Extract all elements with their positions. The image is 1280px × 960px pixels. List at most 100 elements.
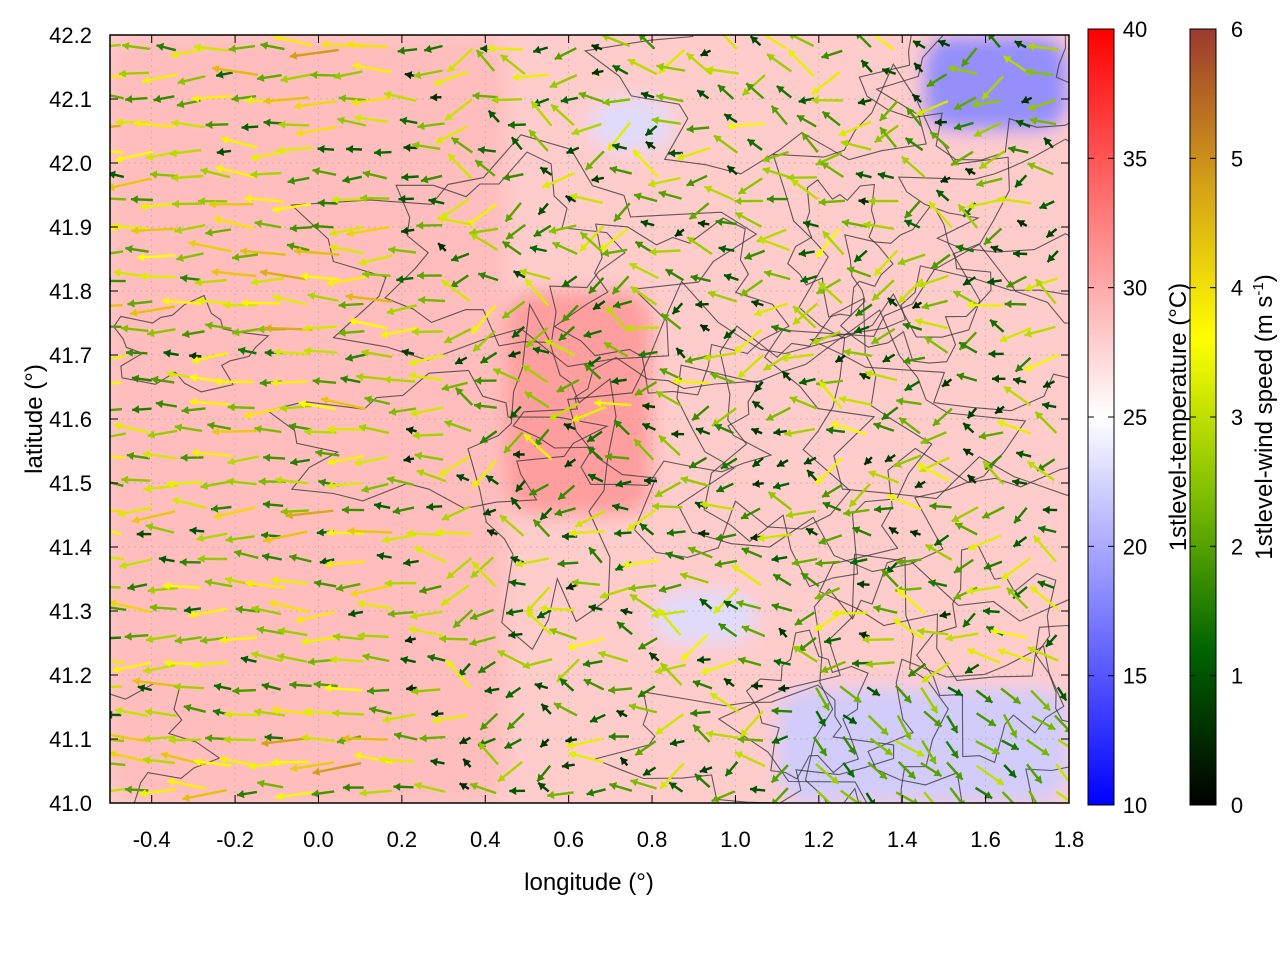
wind-vector bbox=[953, 586, 978, 600]
wind-vector-head bbox=[456, 473, 465, 482]
wind-vector bbox=[651, 116, 681, 125]
wind-vector-head bbox=[715, 533, 724, 542]
wind-vector bbox=[110, 738, 125, 743]
wind-vector bbox=[655, 390, 682, 407]
wind-vector-head bbox=[223, 735, 231, 744]
wind-vector bbox=[441, 505, 471, 521]
wind-vector-head bbox=[741, 547, 750, 555]
wind-vector-head bbox=[881, 412, 890, 420]
wind-vector-head bbox=[819, 747, 827, 756]
wind-vector bbox=[260, 41, 285, 51]
wind-vector-head bbox=[118, 69, 126, 78]
wind-vector-head bbox=[934, 538, 943, 546]
wind-vector bbox=[992, 374, 1006, 383]
wind-vector bbox=[262, 500, 284, 509]
wind-vector-head bbox=[734, 197, 742, 206]
wind-vector-head bbox=[245, 579, 253, 588]
wind-vector-head bbox=[126, 451, 135, 461]
wind-vector bbox=[840, 139, 872, 151]
wind-vector-head bbox=[444, 419, 453, 428]
wind-vector-head bbox=[511, 137, 520, 146]
wind-vector-head bbox=[843, 348, 851, 357]
wind-vector bbox=[958, 341, 978, 354]
wind-vector-head bbox=[387, 609, 395, 618]
wind-vector bbox=[838, 395, 872, 406]
wind-vector-head bbox=[362, 270, 370, 279]
wind-vector-head bbox=[697, 655, 705, 664]
wind-vector bbox=[860, 59, 873, 73]
wind-vector bbox=[320, 396, 366, 410]
wind-vector bbox=[512, 450, 525, 459]
wind-vector bbox=[582, 659, 603, 668]
wind-vector-head bbox=[312, 767, 321, 776]
wind-vector-head bbox=[821, 162, 830, 170]
wind-vector bbox=[790, 178, 819, 201]
x-tick-label: 1.0 bbox=[720, 827, 751, 852]
wind-vector bbox=[491, 95, 523, 105]
wind-vector-head bbox=[766, 413, 775, 421]
wind-vector bbox=[118, 69, 150, 78]
wind-vector-head bbox=[193, 43, 202, 52]
wind-vector bbox=[762, 166, 793, 180]
wind-vector bbox=[726, 165, 738, 176]
wind-vector bbox=[171, 119, 205, 129]
wind-vector bbox=[274, 476, 308, 485]
wind-vector-head bbox=[699, 765, 708, 774]
wind-vector-head bbox=[887, 298, 896, 306]
wind-vector-head bbox=[639, 523, 648, 532]
wind-vector bbox=[289, 553, 312, 563]
wind-vector bbox=[778, 684, 790, 693]
wind-vector bbox=[413, 69, 443, 80]
wind-vector-head bbox=[820, 665, 829, 674]
wind-vector bbox=[587, 473, 604, 483]
wind-vector bbox=[492, 368, 521, 383]
wind-vector bbox=[353, 114, 389, 123]
wind-vector-head bbox=[551, 104, 560, 113]
contour-line bbox=[567, 280, 851, 558]
wind-vector-head bbox=[959, 342, 968, 350]
wind-vector bbox=[918, 456, 950, 473]
wind-vector-head bbox=[338, 94, 346, 103]
wind-vector-head bbox=[224, 710, 232, 719]
wind-vector-head bbox=[374, 148, 381, 157]
wind-vector bbox=[125, 95, 148, 104]
wind-vector bbox=[622, 558, 660, 569]
wind-vector-head bbox=[340, 375, 348, 384]
wind-vector-head bbox=[205, 120, 213, 129]
wind-vector bbox=[446, 557, 473, 580]
wind-vector bbox=[1027, 98, 1057, 111]
wind-vector-head bbox=[638, 642, 647, 650]
wind-vector-head bbox=[955, 522, 964, 531]
wind-vector-head bbox=[754, 383, 763, 392]
wind-vector bbox=[469, 232, 499, 251]
wind-vector-head bbox=[143, 666, 151, 675]
wind-vector bbox=[110, 599, 152, 614]
wind-vector-head bbox=[143, 734, 151, 743]
wind-vector bbox=[198, 197, 228, 206]
wind-vector-shaft bbox=[131, 227, 177, 233]
wind-vector bbox=[888, 526, 899, 535]
wind-vector-head bbox=[925, 544, 934, 552]
wind-vector-head bbox=[738, 370, 746, 378]
wind-vector-head bbox=[473, 343, 481, 352]
wind-vector-head bbox=[990, 245, 999, 254]
wind-vector bbox=[288, 422, 312, 431]
wind-vector-head bbox=[329, 228, 337, 237]
wind-vector-head bbox=[491, 95, 499, 105]
wind-vector-head bbox=[835, 354, 844, 363]
wind-vector-head bbox=[515, 559, 523, 568]
wind-vector bbox=[477, 660, 496, 674]
wind-vector bbox=[611, 376, 627, 385]
wind-vector-head bbox=[79, 508, 86, 516]
wind-vector bbox=[805, 527, 818, 536]
wind-vector-head bbox=[953, 291, 962, 299]
wind-vector bbox=[183, 703, 206, 713]
contour-line bbox=[808, 265, 1069, 412]
wind-vector bbox=[386, 304, 417, 316]
wind-vector bbox=[345, 292, 392, 303]
wind-vector-head bbox=[698, 529, 706, 538]
wind-vector-head bbox=[913, 40, 922, 48]
wind-vector-head bbox=[605, 452, 613, 461]
wind-vector-head bbox=[99, 90, 107, 98]
wind-vector-head bbox=[171, 173, 179, 182]
